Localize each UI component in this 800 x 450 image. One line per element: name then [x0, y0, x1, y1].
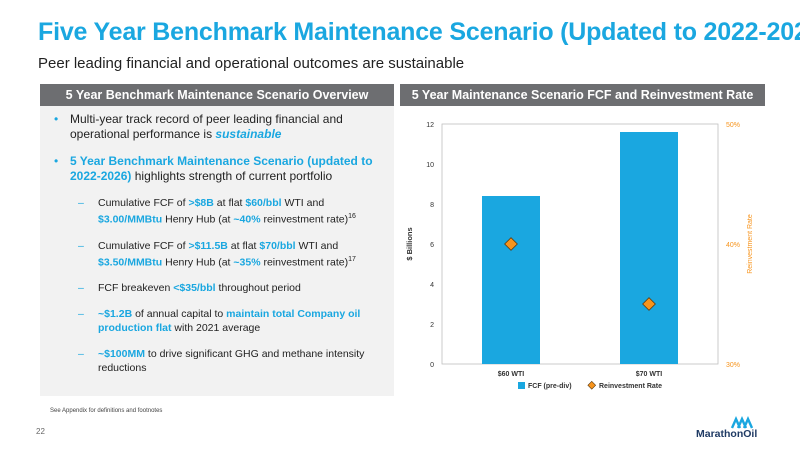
footnote: See Appendix for definitions and footnot… — [50, 408, 163, 414]
y-tick-label: 12 — [426, 122, 434, 129]
bullet-highlight: 5 Year Benchmark Maintenance Scenario (u… — [70, 154, 373, 183]
reinvestment-rate-marker — [504, 237, 518, 251]
text: at flat — [227, 239, 260, 252]
sub-bullet-fcf-70: – Cumulative FCF of >$11.5B at flat $70/… — [50, 239, 384, 270]
highlight: maintain total Company oil production fl… — [98, 308, 361, 334]
highlight: ~$100MM — [98, 348, 145, 360]
text: with 2021 average — [171, 322, 261, 334]
fcf-bar — [620, 132, 678, 364]
highlight: >$8B — [188, 197, 214, 209]
sub-bullet-dash: – — [78, 282, 84, 294]
bullet-text: highlights strength of current portfolio — [131, 169, 333, 183]
y-tick-label: 4 — [430, 282, 434, 289]
sub-bullet-fcf-60: – Cumulative FCF of >$8B at flat $60/bbl… — [50, 196, 384, 227]
y-tick-label: 2 — [430, 322, 434, 329]
highlight: ~35% — [233, 256, 261, 268]
y-tick-label: 10 — [426, 162, 434, 169]
y-tick-label: 8 — [430, 202, 434, 209]
y2-tick-label: 40% — [726, 242, 740, 249]
highlight: $3.00/MMBtu — [98, 213, 163, 226]
legend-fcf-swatch — [518, 382, 525, 389]
highlight: $70/bbl — [259, 239, 296, 252]
highlight: ~$1.2B — [98, 308, 133, 320]
y-tick-label: 6 — [430, 242, 434, 249]
sub-bullet-breakeven: – FCF breakeven <$35/bbl throughout peri… — [50, 281, 384, 295]
x-category-label: $60 WTI — [498, 371, 525, 378]
reinvestment-rate-marker — [642, 297, 656, 311]
highlight: >$11.5B — [188, 239, 228, 252]
chart-panel-heading: 5 Year Maintenance Scenario FCF and Rein… — [400, 84, 765, 106]
highlight: $3.50/MMBtu — [98, 256, 163, 268]
footnote-ref: 17 — [348, 255, 356, 263]
logo-text: MarathonOil — [696, 428, 758, 440]
bullet-text: Multi-year track record of peer leading … — [70, 112, 343, 141]
logo-mark-icon — [730, 416, 754, 429]
text: WTI and — [295, 239, 339, 252]
bullet-emphasis: sustainable — [215, 127, 282, 141]
sub-bullet-dash: – — [78, 239, 84, 252]
y2-axis-title: Reinvestment Rate — [747, 214, 754, 274]
fcf-reinvestment-chart: 0 2 4 6 8 10 12 30% 40% 50% $ Billions Reinvestment… — [400, 106, 765, 396]
footnote-ref: 16 — [348, 213, 356, 220]
bullet-dot: • — [54, 154, 59, 168]
x-category-label: $70 WTI — [636, 371, 663, 378]
y2-tick-label: 30% — [726, 362, 740, 369]
text: throughout period — [215, 282, 301, 294]
overview-panel: • Multi-year track record of peer leadin… — [40, 106, 394, 396]
page-subtitle: Peer leading financial and operational o… — [38, 55, 465, 72]
text: at flat — [213, 197, 246, 209]
page-title: Five Year Benchmark Maintenance Scenario… — [38, 18, 800, 46]
text: reinvestment rate) — [260, 213, 349, 226]
y2-tick-label: 50% — [726, 122, 740, 129]
overview-panel-heading: 5 Year Benchmark Maintenance Scenario Ov… — [40, 84, 394, 106]
legend-reinvestment-label: Reinvestment Rate — [599, 383, 662, 390]
text: of annual capital to — [132, 308, 227, 320]
y-tick-label: 0 — [430, 362, 434, 369]
text: Henry Hub (at — [162, 213, 234, 226]
sub-bullet-dash: – — [78, 197, 84, 209]
text: WTI and — [281, 197, 325, 209]
chart-svg: 0 2 4 6 8 10 12 30% 40% 50% $ Billions Reinvestment… — [405, 122, 754, 390]
highlight: ~40% — [233, 213, 261, 226]
sub-bullet-dash: – — [78, 348, 84, 360]
fcf-bar — [482, 196, 540, 364]
legend-fcf-label: FCF (pre-div) — [528, 383, 572, 390]
highlight: $60/bbl — [245, 197, 282, 209]
text: Henry Hub (at — [162, 256, 234, 268]
legend-reinvestment-swatch — [587, 380, 597, 390]
bullet-dot: • — [54, 112, 59, 126]
y-axis-title: $ Billions — [405, 227, 414, 260]
marathon-oil-logo: MarathonOil — [696, 416, 768, 442]
text: FCF breakeven — [98, 282, 174, 294]
page-number: 22 — [36, 427, 45, 436]
sub-bullet-ghg: – ~$100MM to drive significant GHG and m… — [50, 347, 384, 375]
bullet-track-record: • Multi-year track record of peer leadin… — [50, 112, 384, 142]
sub-bullet-dash: – — [78, 308, 84, 320]
text: reinvestment rate) — [260, 256, 349, 268]
bullet-benchmark-scenario: • 5 Year Benchmark Maintenance Scenario … — [50, 154, 384, 184]
sub-bullet-capital: – ~$1.2B of annual capital to maintain t… — [50, 307, 384, 335]
text: Cumulative FCF of — [98, 239, 189, 252]
text: to drive significant GHG and methane int… — [98, 348, 365, 374]
text: Cumulative FCF of — [98, 197, 189, 209]
highlight: <$35/bbl — [173, 282, 216, 294]
